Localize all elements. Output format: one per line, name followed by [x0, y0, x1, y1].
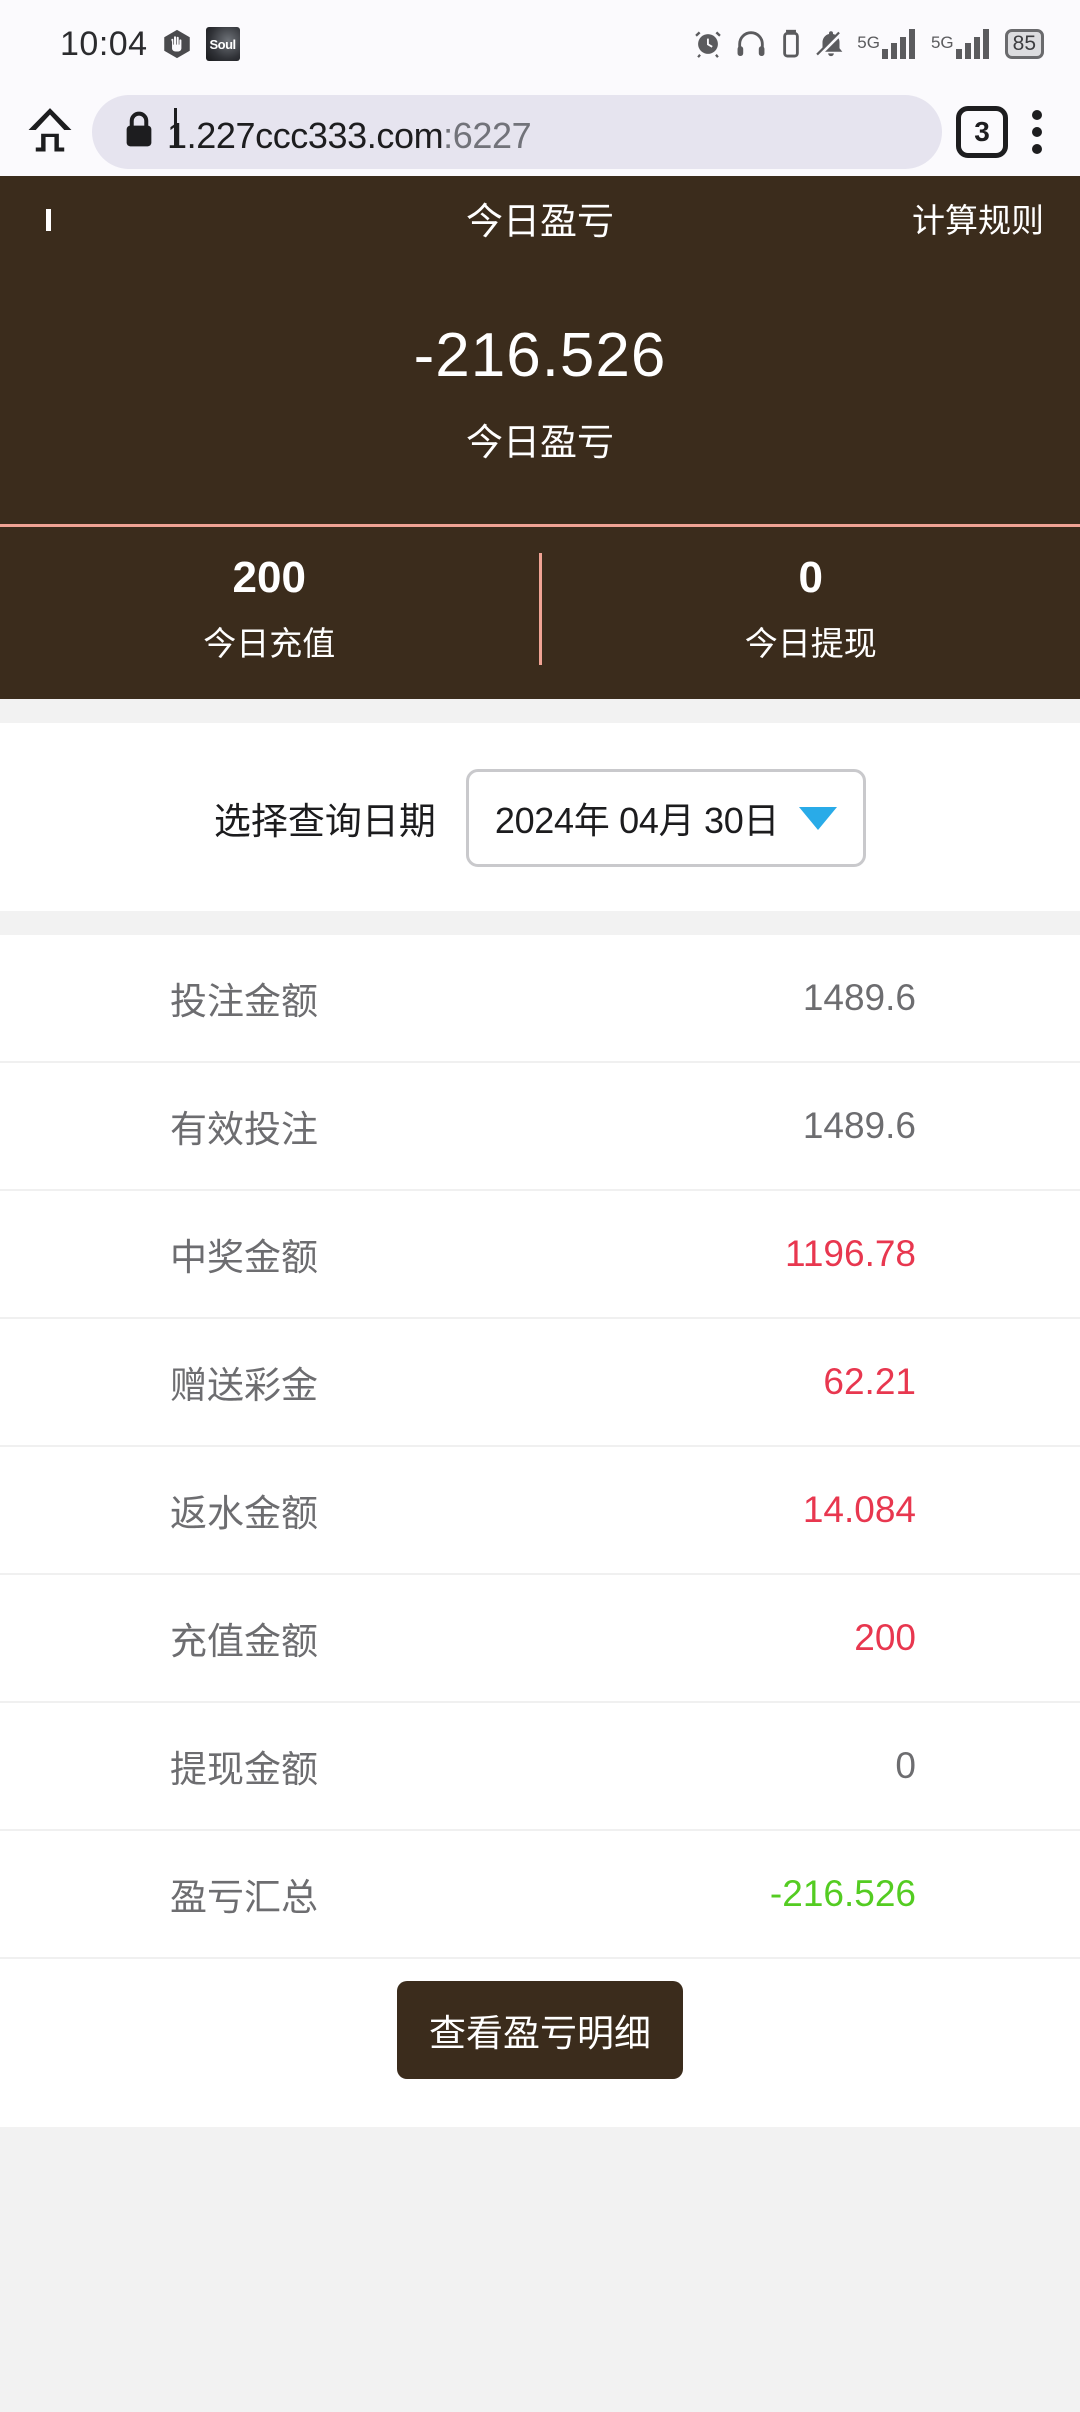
stat-value: 200	[232, 553, 306, 603]
date-select[interactable]: 2024年 04月 30日	[465, 769, 867, 868]
calculation-rules-link[interactable]: 计算规则	[912, 202, 1044, 239]
date-filter-label: 选择查询日期	[213, 801, 436, 843]
detail-button-wrap: 查看盈亏明细	[0, 1959, 1080, 2128]
stat-withdraw: 0 今日提现	[538, 553, 1080, 666]
page-body: 选择查询日期 2024年 04月 30日 投注金额 1489.6 有效投注 14…	[0, 699, 1080, 2128]
row-label: 投注金额	[170, 981, 318, 1023]
row-value: 14.084	[802, 1489, 916, 1531]
row-value: 1489.6	[802, 977, 916, 1019]
status-clock: 10:04	[60, 24, 148, 63]
table-row: 投注金额 1489.6	[0, 935, 1080, 1064]
back-button[interactable]	[36, 209, 51, 231]
kebab-dot	[1032, 127, 1042, 137]
table-row: 盈亏汇总 -216.526	[0, 1831, 1080, 1960]
stat-label: 今日提现	[744, 625, 877, 663]
kebab-dot	[1032, 144, 1042, 154]
headphones-icon	[734, 27, 768, 61]
status-bar-left: 10:04 Soul	[60, 25, 240, 64]
app-header: 今日盈亏 计算规则	[0, 176, 1080, 260]
stat-value: 0	[798, 553, 823, 603]
page-bottom-filler	[0, 2127, 1080, 2386]
kebab-menu-icon[interactable]	[1022, 110, 1052, 154]
row-value: 62.21	[823, 1361, 916, 1403]
chevron-down-icon	[799, 806, 838, 830]
stat-deposit: 200 今日充值	[0, 553, 539, 665]
browser-toolbar: 1.227ccc333.com:6227 3	[0, 88, 1080, 176]
section-gap-top	[0, 699, 1080, 724]
summary-table: 投注金额 1489.6 有效投注 1489.6 中奖金额 1196.78 赠送彩…	[0, 935, 1080, 1960]
table-row: 提现金额 0	[0, 1703, 1080, 1832]
android-status-bar: 10:04 Soul 5G 5G 85	[0, 0, 1080, 88]
vibrate-icon	[777, 27, 805, 61]
hero-amount: -216.526	[413, 321, 667, 390]
back-chevron-icon	[46, 209, 51, 231]
view-profit-detail-button[interactable]: 查看盈亏明细	[397, 1981, 683, 2080]
date-select-value: 2024年 04月 30日	[494, 800, 780, 842]
status-bar-right: 5G 5G 85	[691, 27, 1044, 61]
row-label: 赠送彩金	[170, 1365, 318, 1407]
date-filter-row: 选择查询日期 2024年 04月 30日	[0, 723, 1080, 912]
network-type-label-2: 5G	[930, 33, 954, 52]
url-text: 1.227ccc333.com:6227	[167, 107, 532, 157]
today-profit-hero: -216.526 今日盈亏	[0, 260, 1080, 525]
tab-counter-button[interactable]: 3	[956, 106, 1008, 158]
section-gap-mid	[0, 911, 1080, 936]
row-label: 盈亏汇总	[170, 1877, 318, 1919]
url-port: :6227	[443, 114, 532, 156]
row-value: -216.526	[769, 1873, 916, 1915]
soul-app-icon: Soul	[205, 27, 240, 61]
table-row: 赠送彩金 62.21	[0, 1319, 1080, 1448]
bell-muted-icon	[814, 27, 848, 61]
network-type-label-1: 5G	[857, 33, 880, 52]
row-label: 中奖金额	[170, 1237, 318, 1279]
today-stats-row: 200 今日充值 0 今日提现	[0, 524, 1080, 700]
row-value: 1196.78	[785, 1233, 916, 1275]
url-host: 1.227ccc333.com	[167, 114, 444, 156]
row-label: 提现金额	[170, 1749, 318, 1791]
row-value: 0	[895, 1745, 916, 1787]
palm-gesture-icon	[160, 27, 194, 61]
home-icon[interactable]	[22, 102, 78, 163]
row-label: 返水金额	[170, 1493, 318, 1535]
row-value: 1489.6	[802, 1105, 916, 1147]
signal-indicator-1: 5G	[857, 29, 922, 59]
row-value: 200	[854, 1617, 916, 1659]
row-label: 充值金额	[170, 1621, 318, 1663]
table-row: 中奖金额 1196.78	[0, 1191, 1080, 1320]
text-cursor	[174, 107, 177, 148]
table-row: 返水金额 14.084	[0, 1447, 1080, 1576]
table-row: 有效投注 1489.6	[0, 1063, 1080, 1192]
table-row: 充值金额 200	[0, 1575, 1080, 1704]
lock-icon	[122, 110, 156, 155]
alarm-icon	[691, 27, 725, 61]
row-label: 有效投注	[170, 1109, 318, 1151]
battery-indicator: 85	[1004, 28, 1044, 60]
signal-indicator-2: 5G	[931, 29, 996, 59]
stat-label: 今日充值	[203, 625, 336, 663]
hero-label: 今日盈亏	[466, 422, 614, 464]
url-bar[interactable]: 1.227ccc333.com:6227	[92, 95, 942, 169]
kebab-dot	[1032, 110, 1042, 120]
